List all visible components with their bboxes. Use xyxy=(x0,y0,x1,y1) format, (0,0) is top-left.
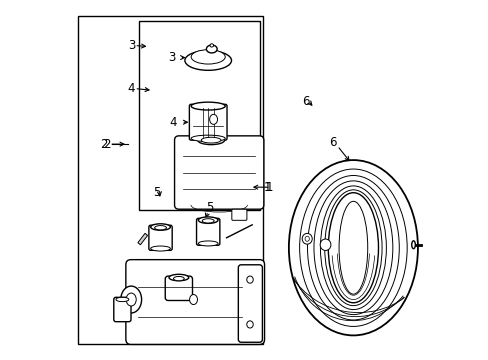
Text: 3: 3 xyxy=(127,39,135,52)
FancyBboxPatch shape xyxy=(189,104,226,140)
Text: 4: 4 xyxy=(127,82,135,95)
Bar xyxy=(78,15,263,345)
Ellipse shape xyxy=(246,276,253,283)
Ellipse shape xyxy=(201,137,221,143)
Ellipse shape xyxy=(150,246,170,251)
FancyBboxPatch shape xyxy=(125,260,264,345)
FancyBboxPatch shape xyxy=(196,219,220,245)
Ellipse shape xyxy=(206,45,217,53)
FancyBboxPatch shape xyxy=(148,225,172,250)
Text: 1: 1 xyxy=(264,181,271,194)
FancyBboxPatch shape xyxy=(231,209,246,220)
Ellipse shape xyxy=(189,294,197,305)
FancyBboxPatch shape xyxy=(174,136,264,209)
Text: 6: 6 xyxy=(301,95,308,108)
Ellipse shape xyxy=(202,219,214,223)
FancyBboxPatch shape xyxy=(114,297,131,322)
Text: 1: 1 xyxy=(265,181,272,194)
Text: 4: 4 xyxy=(169,116,176,129)
Text: 2: 2 xyxy=(102,138,110,150)
Ellipse shape xyxy=(126,293,136,306)
Ellipse shape xyxy=(411,241,414,249)
FancyBboxPatch shape xyxy=(238,265,262,342)
Text: 6: 6 xyxy=(328,136,336,149)
Ellipse shape xyxy=(191,135,225,141)
Bar xyxy=(138,21,259,210)
Ellipse shape xyxy=(198,241,218,246)
Ellipse shape xyxy=(198,217,218,223)
Ellipse shape xyxy=(209,44,213,47)
Ellipse shape xyxy=(121,286,142,313)
Ellipse shape xyxy=(327,193,378,303)
Polygon shape xyxy=(138,233,147,245)
Text: 3: 3 xyxy=(167,51,175,64)
Text: 5: 5 xyxy=(205,201,213,214)
Ellipse shape xyxy=(191,50,225,64)
Text: 5: 5 xyxy=(153,186,160,199)
Ellipse shape xyxy=(288,160,417,336)
Ellipse shape xyxy=(320,239,330,251)
Ellipse shape xyxy=(246,321,253,328)
Ellipse shape xyxy=(209,114,217,124)
Ellipse shape xyxy=(116,297,128,302)
Ellipse shape xyxy=(184,51,231,70)
Ellipse shape xyxy=(302,233,311,244)
Text: 2: 2 xyxy=(100,138,107,150)
Ellipse shape xyxy=(173,276,184,281)
Ellipse shape xyxy=(191,102,225,110)
Ellipse shape xyxy=(154,226,166,230)
Ellipse shape xyxy=(150,224,170,230)
FancyBboxPatch shape xyxy=(165,276,192,301)
Ellipse shape xyxy=(338,201,367,294)
Ellipse shape xyxy=(305,236,309,241)
Ellipse shape xyxy=(197,136,224,145)
Ellipse shape xyxy=(169,274,188,281)
